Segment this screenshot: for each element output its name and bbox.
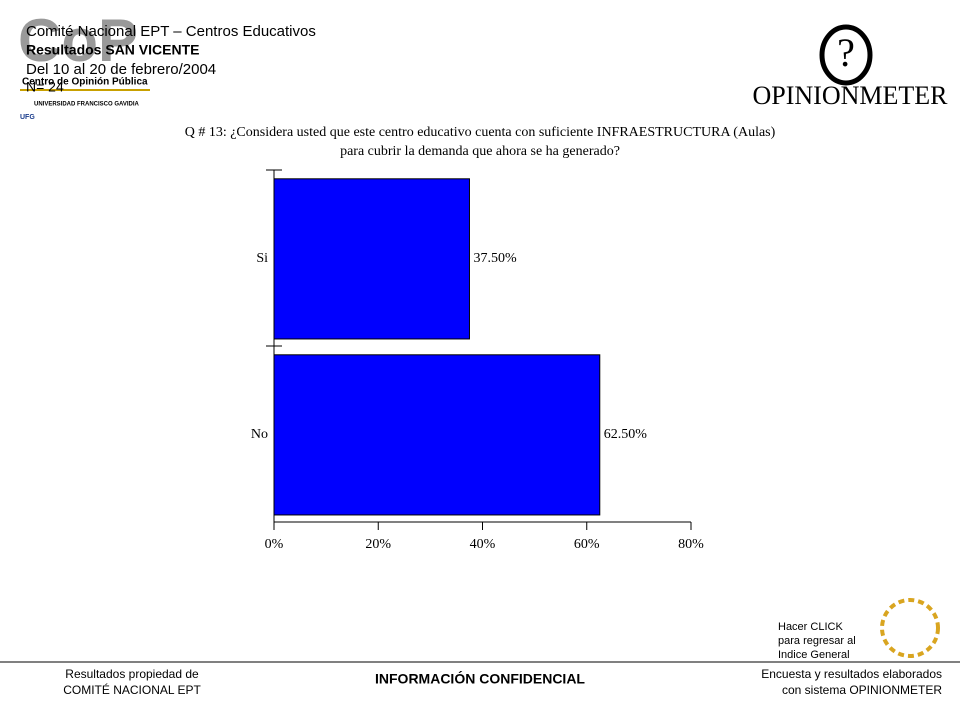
ufg-abbr: UFG — [20, 114, 35, 121]
nav-text[interactable]: Hacer CLICK — [778, 621, 843, 633]
cop-logo: CoP — [18, 7, 138, 74]
bar — [273, 354, 601, 516]
bar — [273, 178, 470, 340]
x-tick-label: 20% — [365, 537, 391, 552]
y-tick-label: Si — [256, 251, 268, 266]
header-line: N= 24 — [26, 79, 64, 95]
footer-right: Encuesta y resultados elaborados — [761, 667, 942, 681]
campaign-logo[interactable] — [880, 598, 940, 658]
nav-text[interactable]: para regresar al — [778, 635, 856, 647]
footer-left: COMITÉ NACIONAL EPT — [63, 682, 201, 697]
opinionmeter-name: OPINIONMETER — [753, 81, 949, 110]
value-label: 62.50% — [604, 427, 648, 442]
chart-title: Q # 13: ¿Considera usted que este centro… — [185, 125, 776, 140]
header-line: Del 10 al 20 de febrero/2004 — [26, 61, 216, 78]
header-line: Resultados SAN VICENTE — [26, 42, 199, 58]
footer-left: Resultados propiedad de — [65, 667, 199, 681]
header-line: Comité Nacional EPT – Centros Educativos — [26, 23, 316, 40]
x-tick-label: 80% — [678, 537, 704, 552]
value-label: 37.50% — [473, 251, 517, 266]
chart-title: para cubrir la demanda que ahora se ha g… — [340, 144, 620, 159]
ufg-name: UNIVERSIDAD FRANCISCO GAVIDIA — [34, 102, 140, 108]
cop-name: Centro de Opinión Pública — [22, 77, 148, 88]
nav-text[interactable]: Indice General — [778, 649, 850, 661]
x-tick-label: 0% — [265, 537, 284, 552]
y-tick-label: No — [251, 427, 268, 442]
opinionmeter-ring — [819, 24, 873, 86]
footer-right: con sistema OPINIONMETER — [782, 683, 942, 697]
x-tick-label: 60% — [574, 537, 600, 552]
x-tick-label: 40% — [470, 537, 496, 552]
opinionmeter-mark: ? — [837, 30, 855, 75]
footer-center: INFORMACIÓN CONFIDENCIAL — [375, 670, 585, 687]
